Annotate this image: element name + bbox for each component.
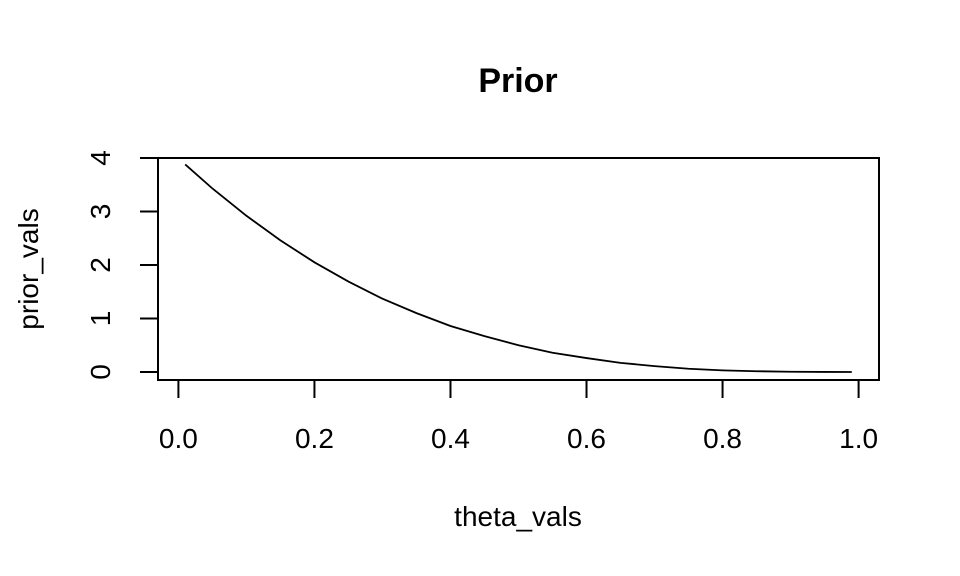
y-tick-label: 3 [85, 204, 116, 220]
y-tick-label: 4 [85, 150, 116, 166]
x-tick-label: 1.0 [839, 423, 878, 454]
x-tick-label: 0.6 [567, 423, 606, 454]
x-axis-label: theta_vals [454, 501, 582, 532]
x-tick-label: 0.2 [295, 423, 334, 454]
x-tick-label: 0.4 [431, 423, 470, 454]
x-tick-label: 0.8 [703, 423, 742, 454]
series-line [184, 163, 852, 373]
x-tick-label: 0.0 [159, 423, 198, 454]
y-tick-label: 2 [85, 257, 116, 273]
y-tick-label: 0 [85, 364, 116, 380]
y-axis-label: prior_vals [13, 208, 44, 329]
x-axis: 0.0 0.2 0.4 0.6 0.8 1.0 [159, 379, 878, 454]
y-axis: 0 1 2 3 4 [85, 150, 159, 380]
chart-title: Prior [478, 62, 557, 100]
series-group [184, 163, 852, 373]
plot-area-border [157, 157, 880, 381]
y-tick-label: 1 [85, 311, 116, 327]
